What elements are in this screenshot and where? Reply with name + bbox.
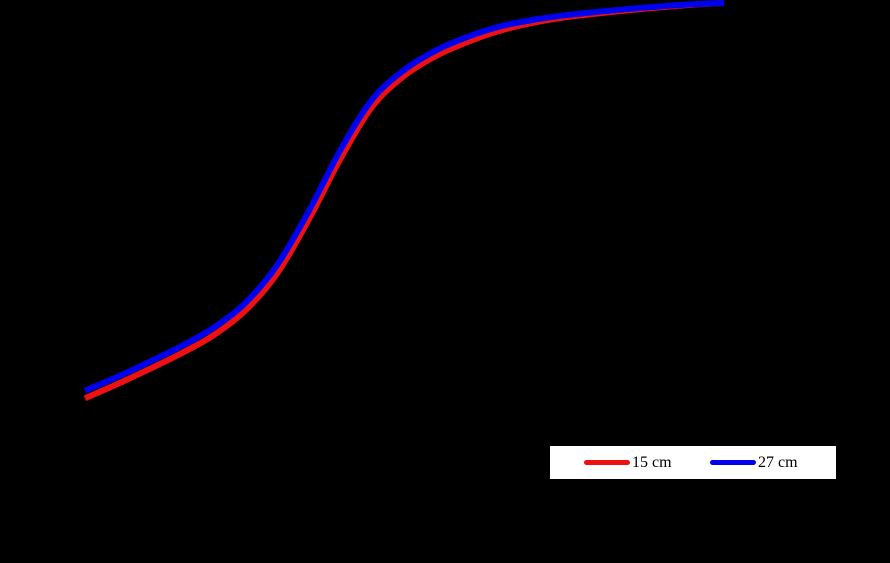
legend: 15 cm 27 cm — [550, 446, 836, 479]
series-line-15-cm — [83, 0, 725, 401]
legend-label-27cm: 27 cm — [758, 453, 798, 471]
legend-label-15cm: 15 cm — [632, 453, 672, 471]
series-line-27-cm — [83, 0, 725, 394]
legend-item-15cm: 15 cm — [584, 446, 672, 479]
legend-item-27cm: 27 cm — [710, 446, 798, 479]
legend-swatch-27cm — [710, 460, 756, 465]
legend-swatch-15cm — [584, 460, 630, 465]
